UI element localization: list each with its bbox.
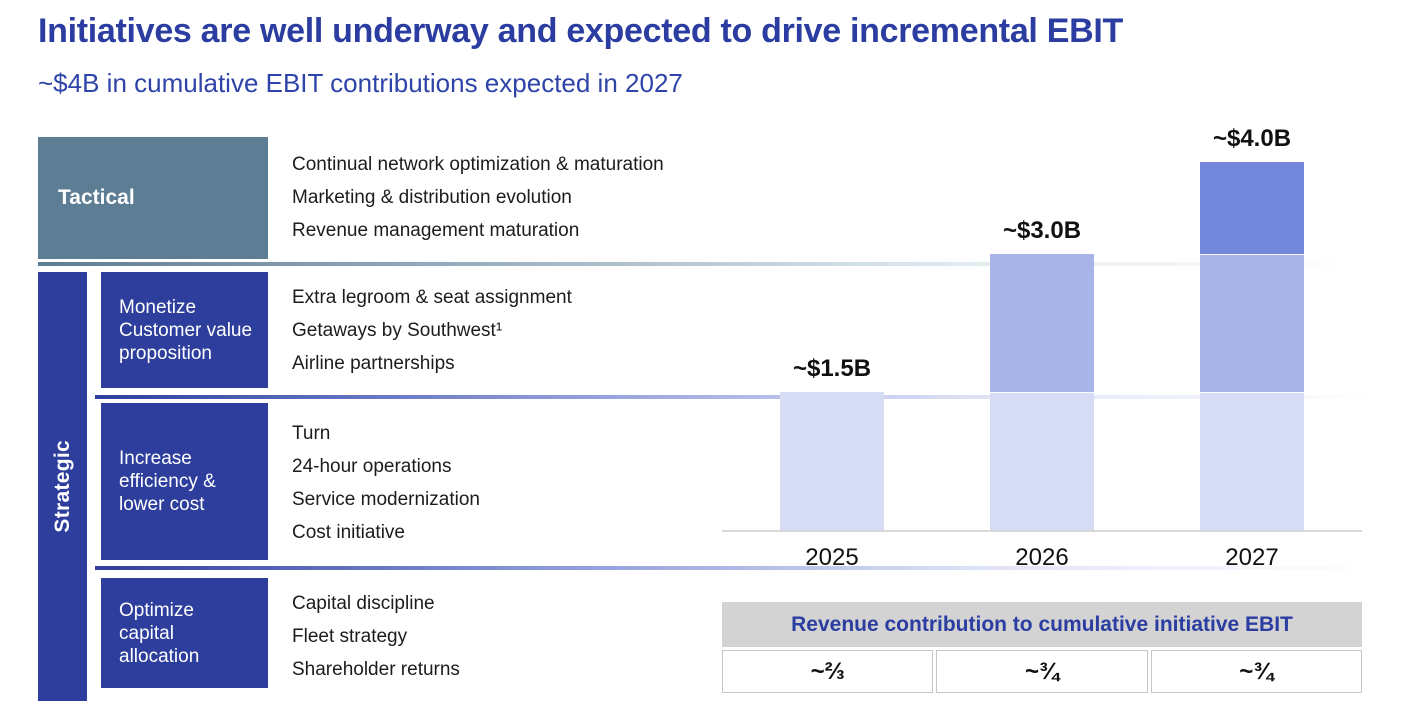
tactical-label: Tactical [58,186,135,209]
monetize-label-line: Monetize [119,296,197,318]
bar-total-label: ~$3.0B [1002,217,1082,244]
bar-segment [990,392,1094,530]
bar-stack-2027 [1200,162,1304,530]
bar-2025: ~$1.5B [780,128,884,530]
ebit-stacked-bar-chart: ~$1.5B ~$3.0B ~$4.0B [722,125,1362,530]
list-item: Marketing & distribution evolution [292,187,572,208]
row-divider [95,566,1375,570]
bar-total-label: ~$1.5B [792,355,872,382]
list-item: Getaways by Southwest¹ [292,320,503,341]
bar-segment [780,392,884,530]
bar-2027: ~$4.0B [1200,125,1304,530]
bar-segment [1200,392,1304,530]
list-item: Revenue management maturation [292,220,580,241]
list-item: Cost initiative [292,522,405,543]
monetize-label-line: proposition [119,342,212,364]
tactical-items-list: Continual network optimization & maturat… [292,148,664,247]
list-item: Capital discipline [292,593,435,614]
optimize-label-line: capital [119,622,174,644]
monetize-items-list: Extra legroom & seat assignment Getaways… [292,281,572,380]
list-item: Fleet strategy [292,626,408,647]
row-divider [95,395,1375,399]
list-item: Turn [292,423,331,444]
x-tick-2025: 2025 [805,544,859,571]
monetize-label-line: Customer value [119,319,253,341]
x-axis-line [722,530,1362,532]
page-title: Initiatives are well underway and expect… [38,12,1123,50]
bar-stack-2025 [780,392,884,530]
list-item: Extra legroom & seat assignment [292,287,572,308]
strategic-label: Strategic [50,440,74,533]
list-item: Shareholder returns [292,659,460,680]
table-cell-2027: ~¾ [1150,650,1362,693]
tactical-strategic-divider [38,262,1368,266]
increase-label-line: lower cost [119,494,205,515]
table-body-row: ~⅔ ~¾ ~¾ [722,650,1362,693]
optimize-items-list: Capital discipline Fleet strategy Shareh… [292,587,460,686]
monetize-category-box: Monetize Customer value proposition [101,272,268,388]
bar-segment [1200,162,1304,254]
increase-items-list: Turn 24-hour operations Service moderniz… [292,417,480,549]
revenue-contribution-table: Revenue contribution to cumulative initi… [722,602,1362,693]
table-cell-2025: ~⅔ [722,650,934,693]
tactical-category-box: Tactical [38,137,268,259]
list-item: Service modernization [292,489,480,510]
bar-2026: ~$3.0B [990,128,1094,530]
bar-segment [1200,254,1304,392]
list-item: Continual network optimization & maturat… [292,154,664,175]
bar-total-label: ~$4.0B [1212,125,1292,152]
x-tick-2027: 2027 [1225,544,1279,571]
optimize-capital-category-box: Optimize capital allocation [101,578,268,688]
list-item: 24-hour operations [292,456,452,477]
increase-label-line: Increase [119,448,192,469]
table-header: Revenue contribution to cumulative initi… [722,602,1362,647]
bar-segment [990,254,1094,392]
x-tick-2026: 2026 [1015,544,1069,571]
strategic-category-bar: Strategic [38,272,87,701]
optimize-label-line: Optimize [119,599,194,621]
increase-label-line: efficiency & [119,471,216,492]
bar-stack-2026 [990,254,1094,530]
increase-efficiency-category-box: Increase efficiency & lower cost [101,403,268,560]
page-subtitle: ~$4B in cumulative EBIT contributions ex… [38,68,683,98]
optimize-label-line: allocation [119,645,200,667]
list-item: Airline partnerships [292,353,455,374]
table-cell-2026: ~¾ [936,650,1148,693]
